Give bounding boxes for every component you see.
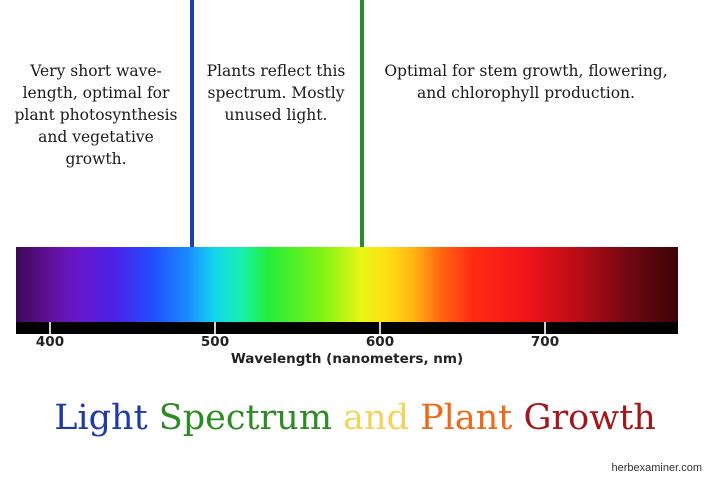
annotation-short-wavelength: Very short wave-length, optimal for plan… <box>14 62 178 168</box>
annotation-stem-flowering: Optimal for stem growth, flowering, and … <box>384 62 668 102</box>
title-word-plant: Plant <box>420 398 513 438</box>
axis-tick-label: 700 <box>530 334 560 350</box>
axis-tick <box>214 322 216 334</box>
marker-line-blue <box>190 0 194 249</box>
title-word-growth: Growth <box>523 398 656 438</box>
annotation-reflected-green: Plants reflect this spectrum. Mostly unu… <box>206 62 346 124</box>
title-word-and: and <box>343 398 409 438</box>
axis-tick <box>379 322 381 334</box>
title-word-light: Light <box>54 398 148 438</box>
axis-tick-label: 600 <box>365 334 395 350</box>
axis-tick <box>49 322 51 334</box>
spectrum-bar <box>16 247 678 323</box>
axis-tick-label: 400 <box>35 334 65 350</box>
marker-line-green <box>360 0 364 249</box>
page-title: Light Spectrum and Plant Growth <box>0 396 710 440</box>
title-word-spectrum: Spectrum <box>158 398 333 438</box>
axis-tick-label: 500 <box>200 334 230 350</box>
site-credit: herbexaminer.com <box>611 462 703 474</box>
axis-strip <box>16 322 678 334</box>
axis-title: Wavelength (nanometers, nm) <box>230 351 464 367</box>
axis-tick <box>544 322 546 334</box>
